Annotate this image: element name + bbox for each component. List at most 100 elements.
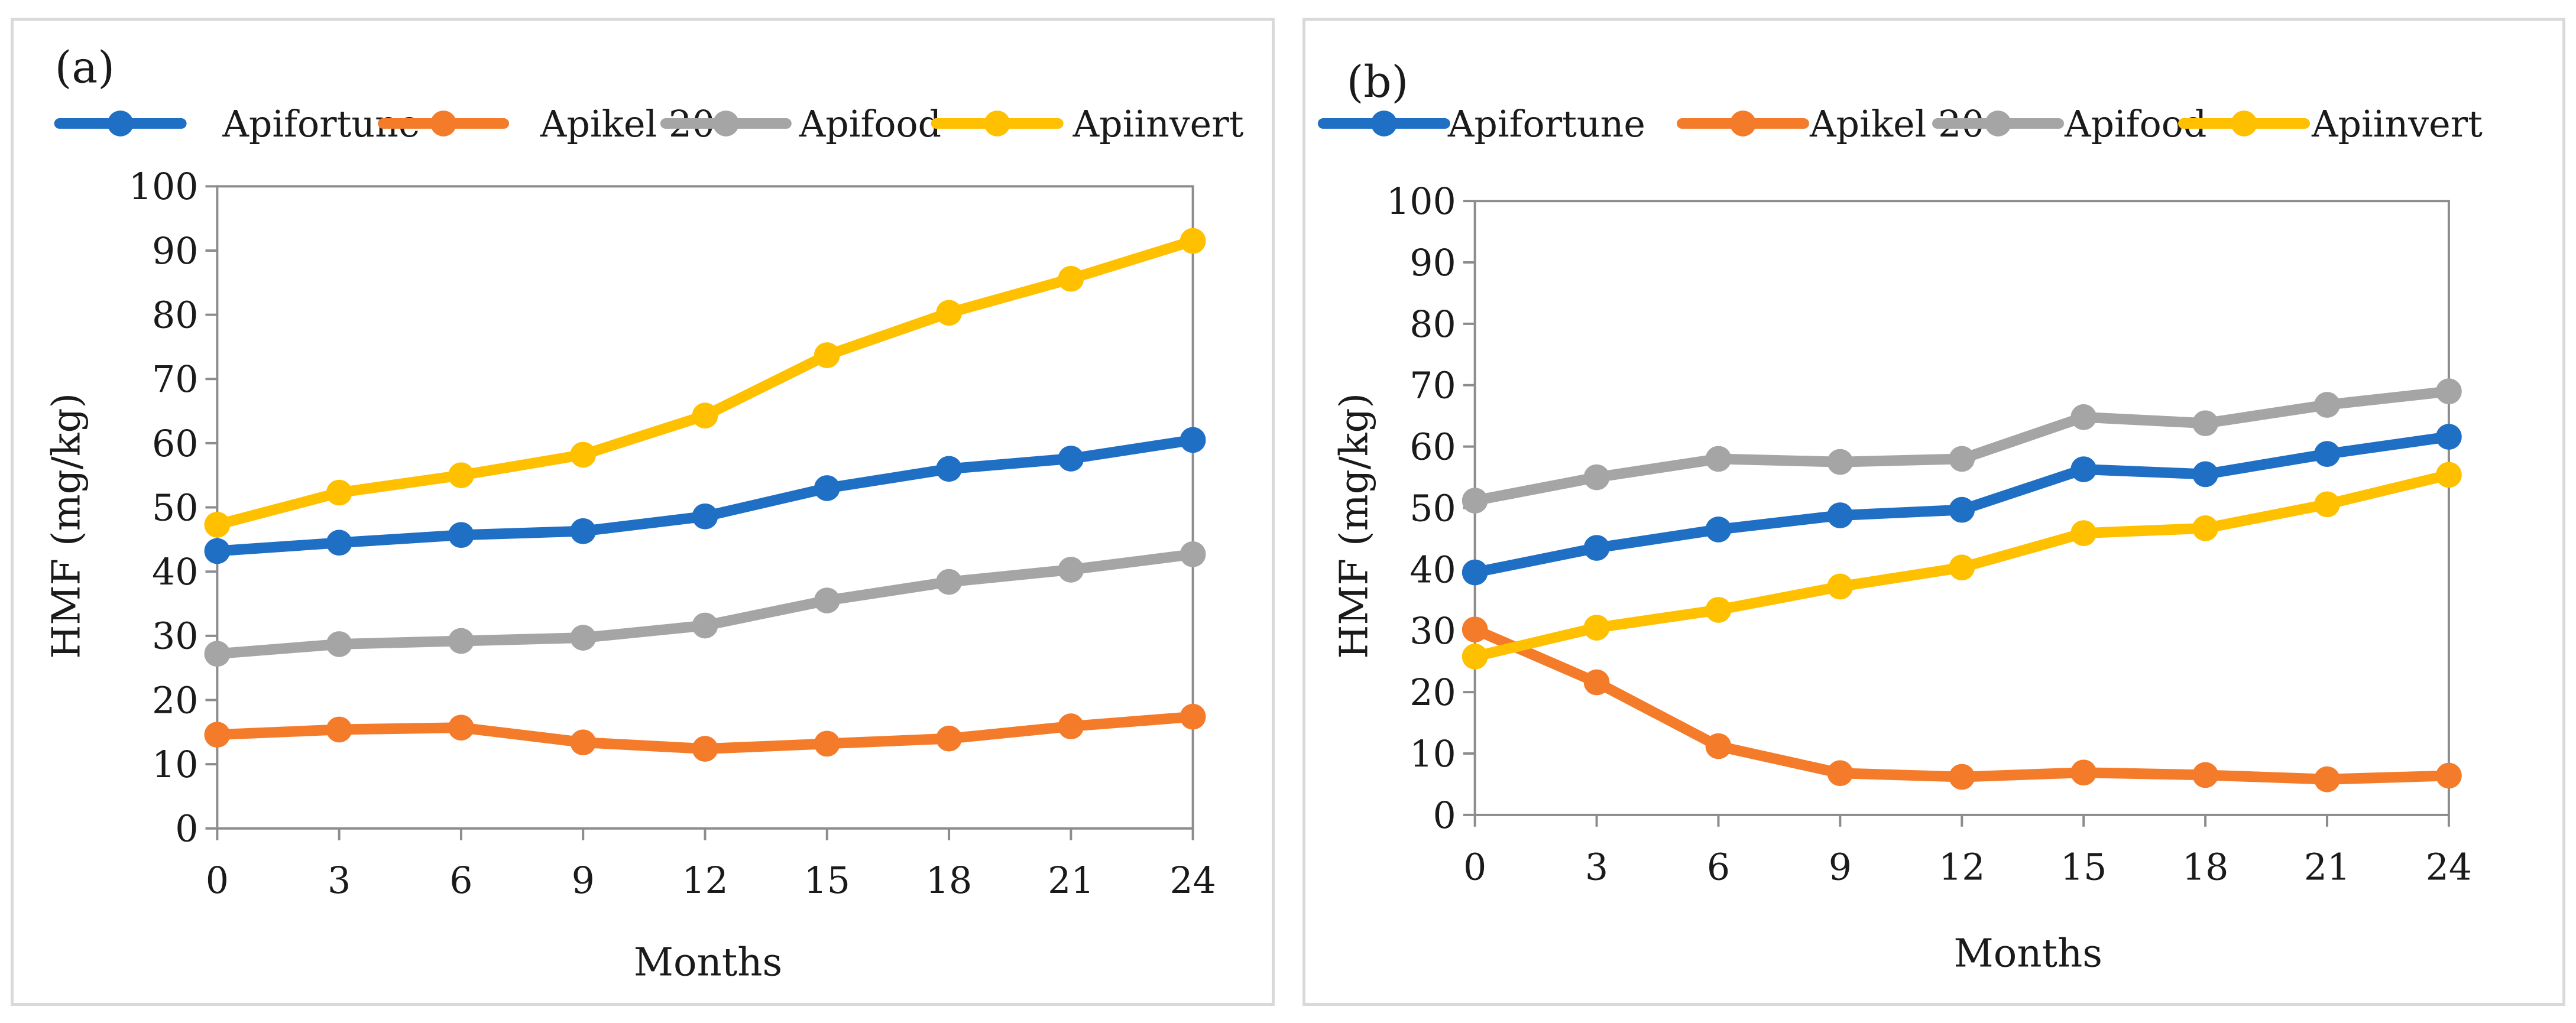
legend-item: Apifortune: [54, 103, 420, 145]
data-point: [570, 729, 597, 756]
data-point: [204, 722, 231, 748]
series-apikel-20: [204, 703, 1206, 762]
legend-label: Apifood: [799, 103, 941, 145]
data-point: [1583, 615, 1610, 641]
legend: Apifortune Apikel 20 Apifood Apiinvert: [1317, 103, 2483, 145]
data-point: [1180, 228, 1206, 254]
x-tick-label: 9: [1829, 846, 1852, 888]
data-point: [2314, 491, 2340, 518]
data-point: [1583, 535, 1610, 561]
data-point: [1827, 573, 1854, 600]
y-tick-label: 60: [1409, 426, 1456, 469]
data-point: [326, 716, 352, 743]
legend-label: Apifortune: [1447, 103, 1645, 145]
legend-swatch-marker: [430, 111, 456, 137]
data-point: [1462, 559, 1488, 586]
data-point: [2070, 456, 2097, 482]
data-point: [1058, 265, 1084, 292]
y-tick-label: 0: [175, 808, 198, 850]
data-point: [326, 631, 352, 657]
legend-swatch-marker: [984, 111, 1010, 137]
x-tick-label: 0: [1463, 846, 1486, 888]
data-point: [692, 736, 718, 762]
data-point: [326, 530, 352, 556]
legend-label: Apiinvert: [2311, 103, 2483, 145]
data-point: [692, 503, 718, 530]
chart-panel-b: (b) Apifortune Apikel 20 Apifood Apiinvert …: [1302, 18, 2565, 1006]
series-apifood: [1462, 378, 2462, 514]
panel-label: (b): [1347, 57, 1409, 108]
data-point: [1058, 446, 1084, 472]
data-point: [1949, 496, 1975, 523]
data-point: [2192, 461, 2218, 488]
data-point: [2314, 441, 2340, 467]
data-point: [1180, 703, 1206, 730]
y-tick-label: 60: [152, 423, 199, 465]
x-tick-label: 6: [449, 859, 472, 902]
data-point: [1705, 597, 1732, 623]
x-tick-label: 24: [1169, 859, 1216, 902]
y-tick-label: 40: [1409, 548, 1456, 591]
y-tick-label: 10: [1409, 733, 1456, 775]
y-tick-label: 50: [152, 486, 199, 529]
data-point: [2436, 462, 2462, 488]
y-tick-label: 90: [152, 230, 199, 272]
y-tick-label: 100: [129, 165, 199, 208]
y-tick-label: 0: [1433, 794, 1456, 837]
data-point: [1583, 464, 1610, 491]
series-apifortune: [1462, 424, 2462, 586]
data-point: [2070, 404, 2097, 430]
series-apifood: [204, 541, 1206, 667]
y-axis-label: HMF (mg/kg): [1331, 393, 1376, 659]
data-point: [2436, 378, 2462, 405]
data-point: [1583, 669, 1610, 696]
data-point: [2192, 762, 2218, 788]
data-point: [570, 518, 597, 544]
chart-panel-a: (a) Apifortune Apikel 20 Apifood Apiinvert …: [11, 18, 1275, 1006]
data-point: [448, 628, 474, 654]
data-point: [814, 730, 840, 757]
data-point: [936, 456, 962, 482]
axes: 0 10 20 30 40 50 60 70 80 90 100 0 3 6 9 12 15 18 21 24: [1386, 180, 2472, 888]
x-axis-label: Months: [1954, 931, 2102, 976]
data-point: [814, 587, 840, 613]
data-point: [570, 625, 597, 651]
x-tick-label: 3: [328, 859, 351, 902]
data-point: [1949, 764, 1975, 790]
data-point: [1827, 449, 1854, 475]
legend-swatch-marker: [1730, 111, 1756, 137]
y-tick-label: 20: [1409, 671, 1456, 714]
data-point: [570, 441, 597, 468]
panel-label: (a): [55, 43, 115, 93]
data-point: [2192, 410, 2218, 437]
y-tick-label: 70: [1409, 365, 1456, 407]
plot-area: [204, 228, 1206, 762]
y-tick-label: 80: [152, 294, 199, 337]
data-point: [814, 342, 840, 368]
legend-label: Apiinvert: [1072, 103, 1244, 145]
legend-item: Apifood: [660, 103, 941, 145]
data-point: [448, 715, 474, 741]
legend-item: Apifortune: [1317, 103, 1645, 145]
y-tick-label: 90: [1409, 242, 1456, 284]
legend-swatch-marker: [2231, 111, 2257, 137]
data-point: [1949, 446, 1975, 472]
y-tick-label: 30: [1409, 610, 1456, 652]
legend-swatch-marker: [1370, 111, 1397, 137]
legend-swatch-marker: [107, 111, 134, 137]
x-tick-label: 15: [2060, 846, 2107, 888]
y-tick-label: 50: [1409, 487, 1456, 530]
legend-swatch-marker: [1985, 111, 2011, 137]
y-tick-label: 80: [1409, 303, 1456, 346]
series-line: [212, 235, 1198, 530]
data-point: [692, 402, 718, 429]
x-tick-label: 21: [2304, 846, 2351, 888]
chart-a-svg: (a) Apifortune Apikel 20 Apifood Apiinvert …: [44, 43, 1244, 985]
data-point: [1462, 616, 1488, 643]
data-point: [2314, 392, 2340, 418]
data-point: [936, 569, 962, 595]
chart-b-svg: (b) Apifortune Apikel 20 Apifood Apiinvert …: [1317, 57, 2483, 976]
y-tick-label: 10: [152, 743, 199, 786]
data-point: [204, 538, 231, 564]
data-point: [1462, 488, 1488, 514]
